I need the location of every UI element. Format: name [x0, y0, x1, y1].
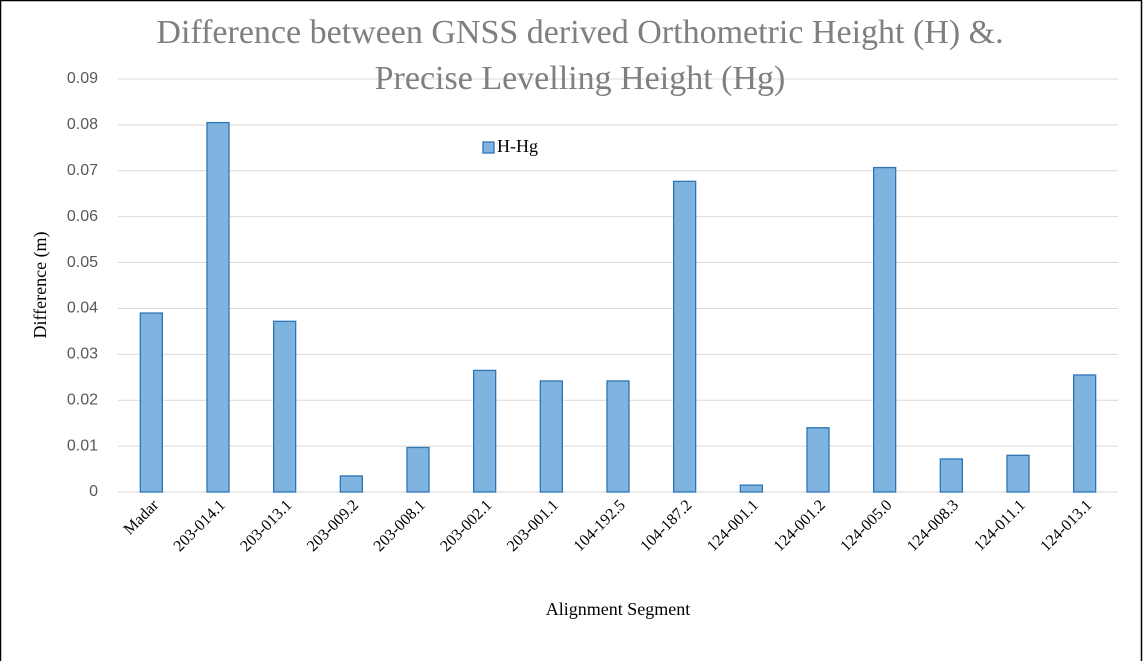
y-tick-label: 0.07 [67, 162, 98, 179]
bar [139, 312, 163, 493]
y-tick-label: 0.03 [67, 346, 98, 363]
x-tick-label: 124-001.2 [771, 497, 829, 555]
y-axis-title: Difference (m) [30, 231, 51, 338]
y-tick-label: 0.04 [67, 300, 98, 317]
bar [539, 380, 563, 493]
bar [473, 369, 497, 493]
x-tick-label: 124-001.1 [704, 497, 762, 555]
x-tick-label: 124-013.1 [1037, 497, 1095, 555]
bar [1073, 374, 1097, 493]
x-tick-label: 203-001.1 [504, 497, 562, 555]
x-tick-label: 124-008.3 [904, 497, 962, 555]
x-tick-label: 203-008.1 [371, 497, 429, 555]
bar [1006, 454, 1030, 493]
bar [406, 446, 430, 493]
x-tick-label: 124-005.0 [837, 497, 895, 555]
x-tick-label: Madar [121, 496, 163, 538]
x-axis-title: Alignment Segment [546, 599, 690, 619]
x-tick-label: 124-011.1 [971, 497, 1029, 555]
bar [939, 458, 963, 493]
y-tick-label: 0.08 [67, 116, 98, 133]
bar [806, 427, 830, 493]
x-tick-label: 203-014.1 [171, 497, 229, 555]
legend-label: H-Hg [497, 136, 538, 156]
legend-swatch [482, 141, 495, 154]
chart-title: Difference between GNSS derived Orthomet… [156, 14, 1004, 97]
y-tick-label: 0 [89, 483, 98, 500]
y-tick-label: 0.06 [67, 208, 98, 225]
bar [273, 320, 297, 493]
bar [739, 484, 763, 493]
y-tick-label: 0.02 [67, 391, 98, 408]
y-tick-label: 0.05 [67, 254, 98, 271]
bar [873, 166, 897, 493]
x-tick-label: 203-002.1 [437, 497, 495, 555]
x-tick-label: 203-013.1 [237, 497, 295, 555]
bar [339, 475, 363, 493]
bar [206, 121, 230, 493]
x-tick-label: 104-187.2 [637, 497, 695, 555]
y-tick-label: 0.09 [67, 70, 98, 87]
bar [606, 380, 630, 493]
y-tick-label: 0.01 [67, 437, 98, 454]
x-tick-label: 203-009.2 [304, 497, 362, 555]
bar [673, 180, 697, 493]
x-tick-label: 104-192.5 [571, 497, 629, 555]
